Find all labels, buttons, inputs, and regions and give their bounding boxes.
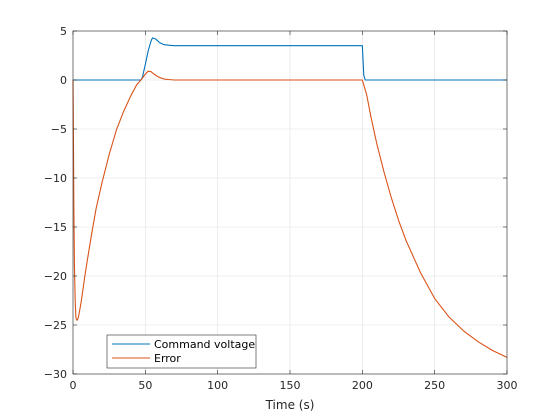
y-tick-label: 5 bbox=[60, 25, 67, 38]
y-tick-label: −10 bbox=[44, 172, 67, 185]
legend: Command voltage Error bbox=[106, 334, 257, 369]
legend-label-error: Error bbox=[154, 352, 181, 365]
y-tick-label: −25 bbox=[44, 319, 67, 332]
x-tick-label: 300 bbox=[497, 379, 518, 392]
x-tick-label: 100 bbox=[207, 379, 228, 392]
x-tick-label: 150 bbox=[280, 379, 301, 392]
x-tick-label: 50 bbox=[138, 379, 152, 392]
x-axis-label: Time (s) bbox=[265, 398, 315, 412]
x-tick-labels: 0 50 100 150 200 250 300 bbox=[70, 379, 518, 392]
series-layer bbox=[72, 37, 508, 358]
x-tick-label: 200 bbox=[352, 379, 373, 392]
y-tick-label: −5 bbox=[51, 123, 67, 136]
series-line-command-voltage bbox=[73, 37, 507, 81]
series-line-error bbox=[72, 70, 508, 358]
x-tick-label: 0 bbox=[70, 379, 77, 392]
y-tick-label: −30 bbox=[44, 368, 67, 381]
legend-label-command-voltage: Command voltage bbox=[154, 338, 255, 351]
x-tick-label: 250 bbox=[424, 379, 445, 392]
ticks bbox=[72, 30, 508, 375]
y-tick-label: −20 bbox=[44, 270, 67, 283]
y-tick-labels: −30 −25 −20 −15 −10 −5 0 5 bbox=[44, 25, 67, 381]
legend-box bbox=[106, 334, 257, 369]
y-tick-label: −15 bbox=[44, 221, 67, 234]
y-tick-label: 0 bbox=[60, 74, 67, 87]
